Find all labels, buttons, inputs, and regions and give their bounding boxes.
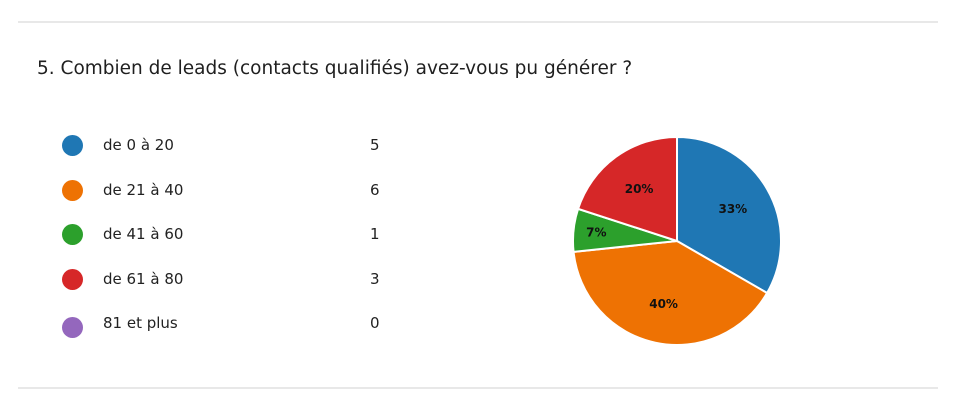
chart-legend: de 0 à 20 5 de 21 à 40 6 de 41 à 60 1 de…	[62, 131, 402, 354]
legend-label: de 41 à 60	[103, 225, 184, 243]
legend-item: de 0 à 20 5	[62, 131, 402, 176]
slice-percent-label: 40%	[649, 297, 678, 311]
legend-count: 6	[370, 180, 380, 199]
legend-item: de 21 à 40 6	[62, 176, 402, 221]
question-title: 5. Combien de leads (contacts qualifiés)…	[37, 58, 633, 79]
legend-label: de 0 à 20	[103, 136, 174, 154]
legend-label: 81 et plus	[103, 314, 178, 332]
legend-color-swatch	[62, 224, 83, 245]
pie-slice	[572, 239, 769, 346]
bottom-divider	[18, 387, 938, 389]
legend-count: 1	[370, 225, 380, 243]
legend-label: de 61 à 80	[103, 269, 184, 288]
pie-slice	[676, 135, 782, 295]
legend-item: de 41 à 60 1	[62, 220, 402, 265]
slice-percent-label: 33%	[718, 202, 747, 216]
pie-slice	[576, 135, 678, 243]
slice-percent-label: 7%	[586, 226, 606, 240]
legend-color-swatch	[62, 317, 83, 338]
pie-chart: 33% 40% 7% 20%	[572, 135, 782, 346]
legend-color-swatch	[62, 135, 83, 156]
legend-item: 81 et plus 0	[62, 309, 402, 354]
top-divider	[18, 21, 938, 23]
legend-color-swatch	[62, 179, 83, 201]
legend-item: de 61 à 80 3	[62, 265, 402, 310]
legend-count: 0	[370, 314, 380, 332]
legend-label: de 21 à 40	[103, 180, 184, 199]
slice-percent-label: 20%	[625, 182, 654, 196]
pie-chart-container: 33% 40% 7% 20%	[560, 126, 790, 356]
legend-count: 3	[370, 269, 380, 288]
legend-count: 5	[370, 136, 380, 154]
legend-color-swatch	[62, 268, 83, 290]
